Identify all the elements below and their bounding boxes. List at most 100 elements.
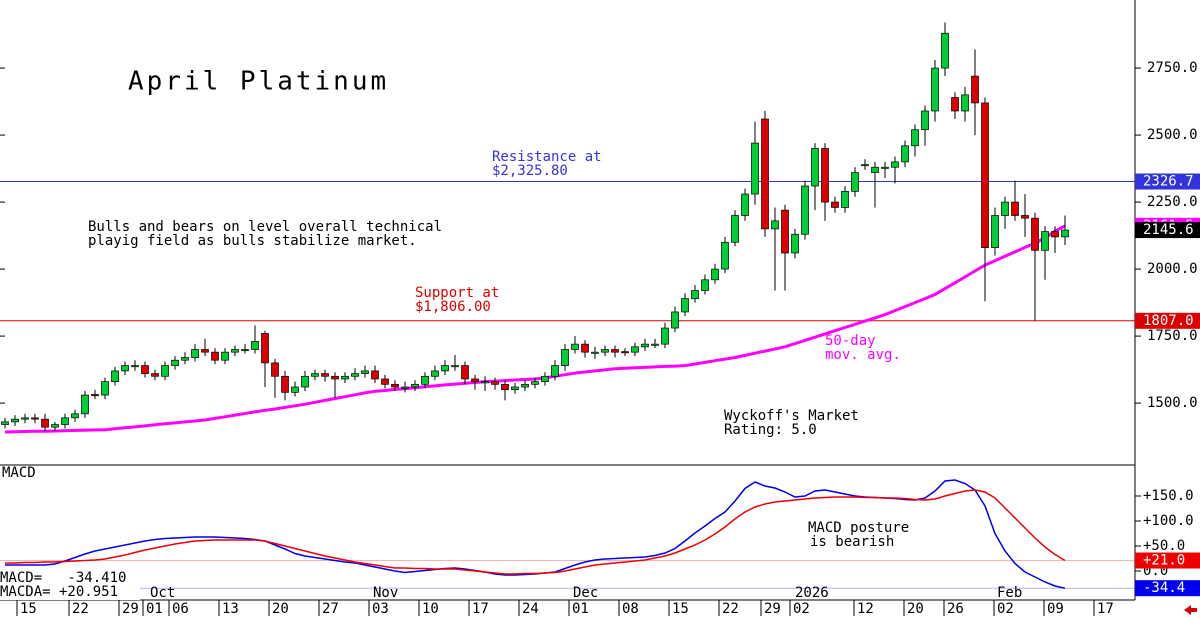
candle-body	[531, 381, 539, 385]
candle-body	[121, 365, 129, 372]
level-box	[1135, 173, 1200, 190]
candle-body	[771, 220, 779, 230]
candle-body	[331, 375, 339, 380]
candle-body	[751, 142, 759, 195]
candle-body	[291, 386, 299, 393]
candle-body	[811, 148, 819, 187]
candle-body	[61, 417, 69, 425]
candle-body	[551, 365, 559, 377]
macd-last-label: +21.0	[1143, 553, 1185, 569]
candle-body	[481, 381, 489, 384]
last-close-label: 2145.6	[1143, 222, 1194, 238]
candle-body	[111, 370, 119, 382]
macd-y-tick-label: +100.0	[1143, 513, 1194, 529]
candle-body	[601, 349, 609, 353]
candle-body	[161, 365, 169, 377]
candle-body	[611, 349, 619, 353]
candle-body	[171, 359, 179, 366]
level-note: Support at	[415, 285, 499, 301]
candle-body	[271, 362, 279, 377]
candle-body	[91, 394, 99, 397]
candle-body	[901, 145, 909, 163]
candle-body	[201, 349, 209, 353]
x-tick-label: 22	[722, 601, 739, 617]
candle-body	[571, 343, 579, 350]
x-tick-label: 27	[322, 601, 339, 617]
candle-body	[1061, 229, 1069, 238]
candle-body	[491, 381, 499, 385]
candle-body	[781, 209, 789, 254]
candle-body	[1041, 231, 1049, 251]
x-tick-label: 15	[20, 601, 37, 617]
x-tick-label: 20	[272, 601, 289, 617]
level-box	[1135, 312, 1200, 329]
x-tick-label: 02	[793, 601, 810, 617]
candle-body	[911, 129, 919, 147]
moving-average-label: mov. avg.	[825, 347, 901, 363]
candle-body	[631, 346, 639, 353]
candle-body	[301, 375, 309, 388]
month-label: 2026	[795, 585, 829, 601]
candle-body	[421, 375, 429, 385]
candle-body	[281, 375, 289, 393]
candle-body	[131, 365, 139, 368]
candle-body	[1011, 201, 1019, 216]
candle-body	[501, 383, 509, 391]
candle-body	[241, 349, 249, 352]
annotation: Rating: 5.0	[724, 422, 817, 438]
candle-body	[431, 370, 439, 377]
candle-body	[1, 421, 9, 425]
candle-body	[41, 418, 49, 428]
x-tick-label: 02	[997, 601, 1014, 617]
month-label: Oct	[150, 585, 175, 601]
candle-body	[101, 381, 109, 396]
candle-body	[31, 417, 39, 420]
candle-body	[621, 351, 629, 354]
scroll-arrow[interactable]	[1184, 605, 1197, 615]
candle-body	[141, 365, 149, 374]
y-tick-label: 2250.0	[1147, 194, 1198, 210]
x-tick-label: 06	[172, 601, 189, 617]
candle-body	[541, 375, 549, 382]
candle-body	[971, 75, 979, 104]
y-tick-label: 1750.0	[1147, 328, 1198, 344]
candle-body	[731, 215, 739, 243]
x-tick-label: 09	[1047, 601, 1064, 617]
y-tick-label: 1500.0	[1147, 395, 1198, 411]
y-tick-label: 2750.0	[1147, 60, 1198, 76]
candle-body	[711, 268, 719, 281]
candle-body	[761, 118, 769, 230]
annotation: Bulls and bears on level overall technic…	[88, 219, 442, 235]
candle-body	[461, 365, 469, 380]
candle-body	[851, 172, 859, 192]
candle-body	[801, 185, 809, 235]
candle-body	[511, 386, 519, 391]
macd-title: MACD	[2, 465, 36, 481]
candle-body	[251, 341, 259, 350]
candle-body	[831, 201, 839, 208]
x-tick-label: 13	[222, 601, 239, 617]
x-tick-label: 26	[947, 601, 964, 617]
candle-body	[871, 166, 879, 173]
candle-body	[401, 386, 409, 389]
x-tick-label: 29	[764, 601, 781, 617]
candle-body	[211, 351, 219, 361]
candle-body	[451, 365, 459, 368]
macd-last-label: -34.4	[1143, 580, 1185, 596]
candle-body	[691, 290, 699, 299]
candle-body	[1031, 217, 1039, 251]
x-tick-label: 29	[122, 601, 139, 617]
candle-body	[1001, 201, 1009, 216]
candle-body	[931, 67, 939, 112]
candle-body	[411, 383, 419, 388]
month-label: Nov	[373, 585, 398, 601]
candle-body	[321, 373, 329, 377]
candle-body	[371, 370, 379, 380]
annotation: playig field as bulls stabilize market.	[88, 233, 417, 249]
candle-body	[181, 357, 189, 361]
macd-y-tick-label: +150.0	[1143, 488, 1194, 504]
candle-body	[231, 349, 239, 353]
